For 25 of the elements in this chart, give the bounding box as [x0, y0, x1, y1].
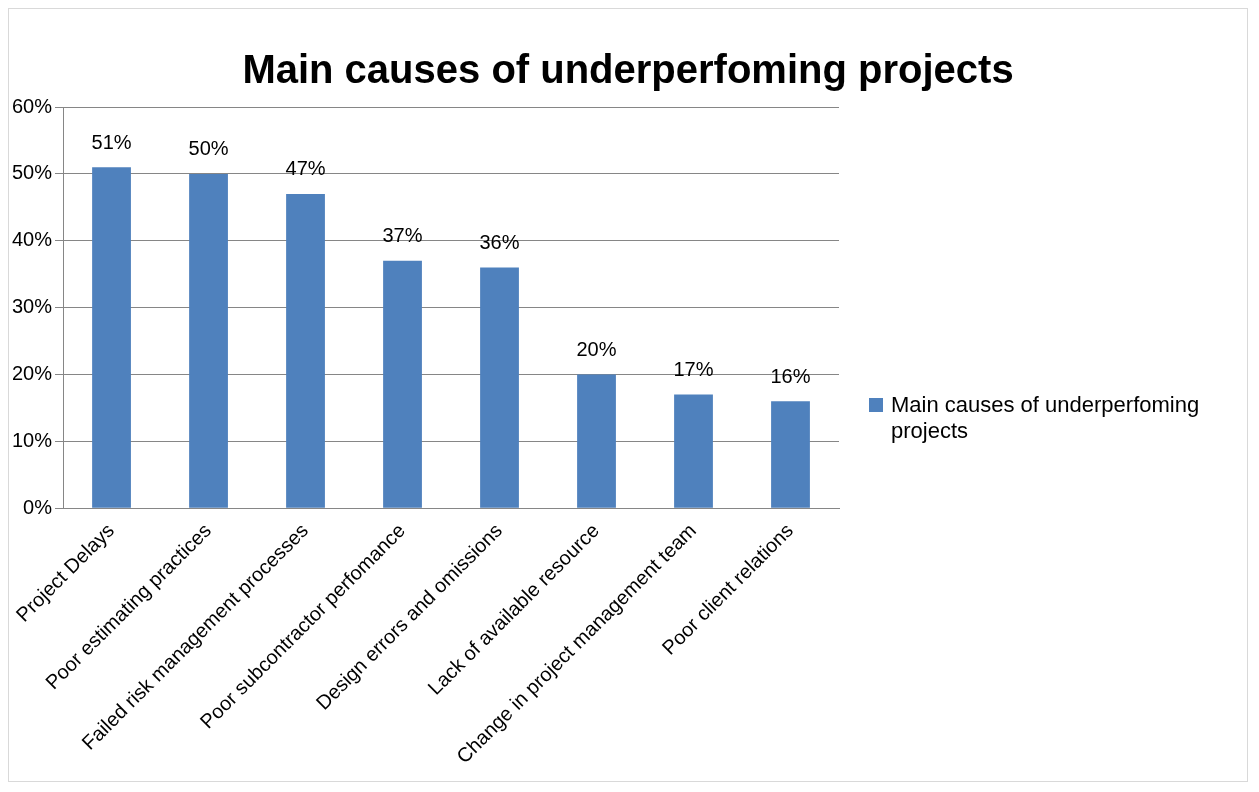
- bar: [480, 267, 519, 508]
- y-tick-label: 0%: [23, 495, 53, 518]
- chart-title: Main causes of underperfoming projects: [241, 46, 1015, 92]
- bar: [383, 260, 422, 508]
- data-label: 16%: [770, 364, 811, 387]
- bar: [286, 193, 325, 508]
- bar: [577, 374, 616, 508]
- bar: [189, 173, 228, 508]
- data-label: 37%: [382, 224, 423, 247]
- data-label: 20%: [576, 338, 617, 361]
- legend-label: Main causes of underperfoming projects: [891, 392, 1201, 444]
- y-tick-label: 20%: [12, 362, 53, 385]
- data-label: 50%: [188, 137, 229, 160]
- data-label: 17%: [673, 358, 714, 381]
- data-label: 47%: [285, 157, 326, 180]
- y-tick-label: 60%: [12, 94, 53, 117]
- data-label: 51%: [91, 130, 132, 153]
- y-tick-label: 30%: [12, 295, 53, 318]
- bar: [771, 401, 810, 508]
- bar: [674, 394, 713, 508]
- y-tick-label: 10%: [12, 428, 53, 451]
- y-tick-label: 40%: [12, 228, 53, 251]
- y-tick-label: 50%: [12, 161, 53, 184]
- data-label: 36%: [479, 231, 520, 254]
- bar: [92, 167, 131, 508]
